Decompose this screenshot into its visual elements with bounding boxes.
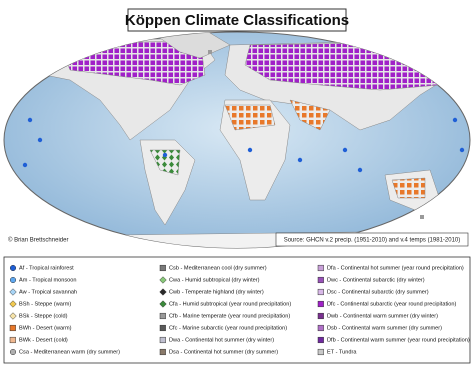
legend-label: Am - Tropical monsoon (19, 277, 77, 283)
legend-label: Aw - Tropical savannah (19, 289, 77, 295)
legend-marker (317, 276, 324, 284)
legend-marker (9, 276, 17, 284)
legend-label: BWh - Desert (warm) (19, 325, 72, 331)
legend-marker (159, 324, 166, 332)
source: Source: GHCN v.2 precip. (1951-2010) and… (284, 238, 461, 244)
source-box (275, 232, 469, 247)
legend-marker (159, 276, 167, 284)
legend-label: Dwa - Continental hot summer (dry winter… (169, 337, 274, 343)
legend-label: Dsc - Continental subarctic (dry summer) (327, 289, 429, 295)
legend-label: Dsb - Continental warm summer (dry summe… (327, 325, 442, 331)
legend-marker (159, 264, 166, 272)
legend-label: Cfa - Humid subtropical (year round prec… (169, 301, 291, 307)
legend-marker (9, 312, 17, 320)
legend-marker (9, 264, 17, 272)
legend-marker (317, 312, 324, 320)
legend-label: Dfc - Continental subarctic (year round … (327, 301, 456, 307)
legend-label: Cwa - Humid subtropical (dry winter) (169, 277, 260, 283)
legend-label: Dsa - Continental hot summer (dry summer… (169, 349, 278, 355)
legend-marker (159, 288, 167, 296)
legend-label: Dwc - Continental subarctic (dry winter) (327, 277, 425, 283)
legend-marker (317, 300, 324, 308)
legend-label: Csa - Mediterranean warm (dry summer) (19, 349, 120, 355)
legend-label: Cfb - Marine temperate (year round preci… (169, 313, 290, 319)
legend-marker (9, 288, 17, 296)
legend-marker (317, 348, 324, 356)
legend-label: BSk - Steppe (cold) (19, 313, 68, 319)
title-box (127, 8, 347, 32)
map: Köppen Climate Classifications © Brian B… (3, 8, 471, 249)
legend-marker (159, 300, 167, 308)
legend-label: Cwb - Temperate highland (dry winter) (169, 289, 264, 295)
legend-marker (159, 348, 166, 356)
legend-marker (317, 336, 324, 344)
legend-marker (317, 288, 324, 296)
legend-label: Dfb - Continental warm summer (year roun… (327, 337, 470, 343)
legend-marker (9, 300, 17, 308)
legend-box (3, 256, 471, 364)
legend-marker (159, 312, 166, 320)
legend: Af - Tropical rainforest Am - Tropical mo… (9, 264, 470, 356)
legend-label: ET - Tundra (327, 349, 357, 355)
legend-marker (9, 348, 17, 356)
legend-marker (159, 336, 166, 344)
legend-label: Cfc - Marine subarctic (year round preci… (169, 325, 287, 331)
legend-label: BSh - Steppe (warm) (19, 301, 71, 307)
legend-marker (317, 264, 324, 272)
legend-label: Dfa - Continental hot summer (year round… (327, 265, 464, 271)
stations (22, 50, 465, 219)
legend-label: Csb - Mediterranean cool (dry summer) (169, 265, 267, 271)
title: Köppen Climate Classifications (125, 12, 349, 29)
legend-marker (9, 324, 16, 332)
legend-label: Dwb - Continental warm summer (dry winte… (327, 313, 438, 319)
legend-label: Af - Tropical rainforest (19, 265, 74, 271)
credit: © Brian Brettschneider (8, 237, 68, 244)
legend-label: BWk - Desert (cold) (19, 337, 68, 343)
legend-marker (9, 336, 16, 344)
legend-marker (317, 324, 324, 332)
